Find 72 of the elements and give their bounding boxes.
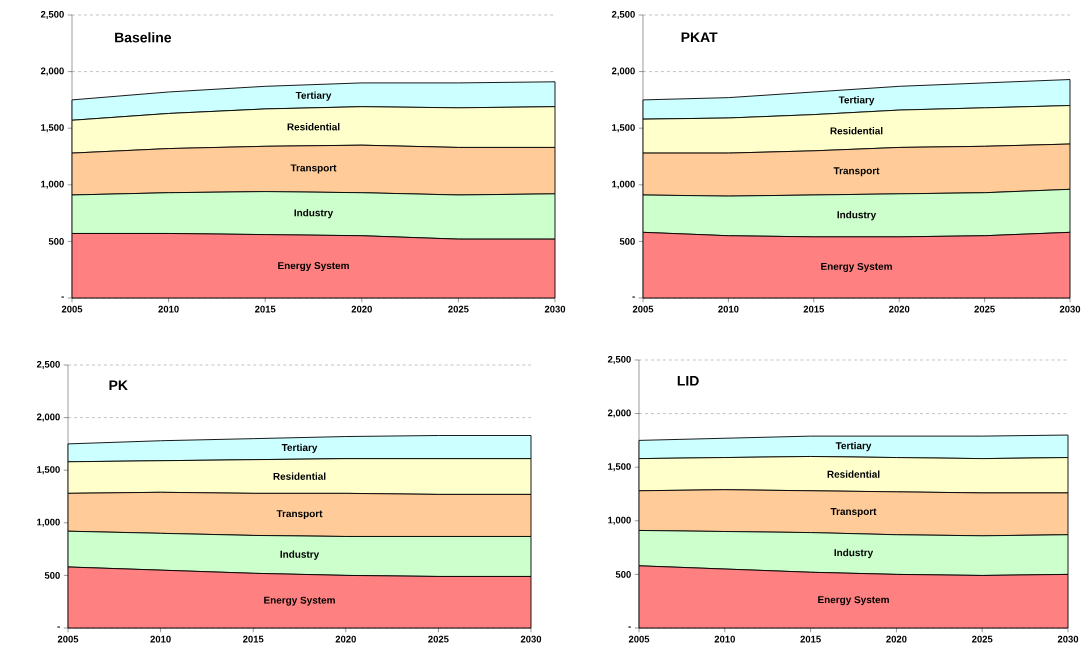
x-tick-label: 2025	[448, 305, 469, 313]
y-tick-label: 2,000	[611, 67, 635, 76]
y-tick-label: 500	[615, 571, 631, 578]
text: Baseline	[115, 32, 172, 43]
series-label: Residential	[827, 470, 880, 478]
series-label: Tertiary	[295, 91, 332, 101]
x-tick-label: 2015	[803, 305, 825, 313]
y-tick-label: 2,000	[607, 409, 631, 418]
y-tick-label: 2,500	[36, 360, 60, 370]
x-tick-label: 2005	[632, 305, 654, 313]
y-tick-label: 2,500	[611, 10, 635, 20]
x-tick-label: 2025	[974, 305, 995, 313]
x-tick-label: 2020	[351, 305, 372, 313]
x-tick-label: 2010	[150, 635, 171, 643]
x-tick-label: 2010	[714, 635, 735, 643]
series-label: Industry	[280, 550, 320, 560]
x-tick-label: 2015	[255, 305, 276, 313]
y-tick-label: -	[628, 626, 631, 628]
series-label: Energy System	[264, 596, 335, 606]
y-tick-label: 2,500	[40, 10, 64, 20]
series-label: Energy System	[821, 262, 892, 272]
x-tick-label: 2005	[57, 635, 79, 643]
x-tick-label: 2025	[972, 635, 993, 643]
x-tick-label: 2020	[886, 635, 907, 643]
series-label: Energy System	[818, 596, 889, 606]
series-label: Transport	[290, 164, 337, 174]
series-label: Tertiary	[838, 96, 875, 106]
y-tick-label: 1,500	[41, 124, 64, 133]
series-label: Industry	[834, 548, 874, 559]
series-label: Transport	[833, 167, 880, 177]
text: PKAT	[681, 32, 718, 43]
y-tick-label: 2,500	[607, 355, 631, 365]
x-tick-label: 2010	[158, 305, 179, 313]
x-tick-label: 2015	[243, 635, 264, 643]
x-tick-label: 2030	[544, 305, 566, 313]
series-label: Transport	[276, 510, 323, 520]
text: PK	[109, 380, 128, 391]
text: LID	[677, 376, 699, 386]
x-tick-label: 2030	[520, 635, 542, 643]
y-tick-label: 1,500	[608, 463, 631, 472]
y-tick-label: 1,500	[612, 124, 635, 133]
y-tick-label: 2,000	[36, 413, 60, 422]
y-tick-label: -	[632, 296, 635, 298]
x-tick-label: 2005	[628, 635, 650, 643]
y-tick-label: 2,000	[40, 67, 64, 76]
y-tick-label: -	[61, 296, 64, 298]
y-tick-label: -	[57, 626, 60, 628]
y-tick-label: 1,000	[37, 518, 60, 527]
y-tick-label: 500	[44, 572, 60, 579]
x-tick-label: 2025	[428, 635, 449, 643]
x-tick-label: 2005	[61, 305, 83, 313]
x-tick-label: 2030	[1059, 305, 1081, 313]
series-label: Tertiary	[281, 443, 318, 454]
x-tick-label: 2010	[718, 305, 739, 313]
x-tick-label: 2020	[335, 635, 356, 643]
x-tick-label: 2030	[1057, 635, 1079, 643]
series-label: Transport	[830, 508, 877, 517]
series-label: Residential	[273, 472, 326, 480]
y-tick-label: 1,500	[37, 466, 60, 475]
y-tick-label: 1,000	[612, 180, 635, 189]
series-label: Industry	[837, 211, 877, 221]
y-tick-label: 1,000	[608, 516, 631, 525]
series-label: Residential	[287, 123, 340, 131]
series-label: Residential	[830, 127, 883, 135]
y-tick-label: 500	[48, 238, 64, 245]
series-label: Tertiary	[835, 441, 872, 452]
y-tick-label: 500	[619, 238, 635, 245]
y-tick-label: 1,000	[41, 180, 64, 189]
series-label: Industry	[294, 209, 334, 219]
x-tick-label: 2015	[800, 635, 821, 643]
series-label: Energy System	[278, 262, 349, 272]
x-tick-label: 2020	[889, 305, 910, 313]
